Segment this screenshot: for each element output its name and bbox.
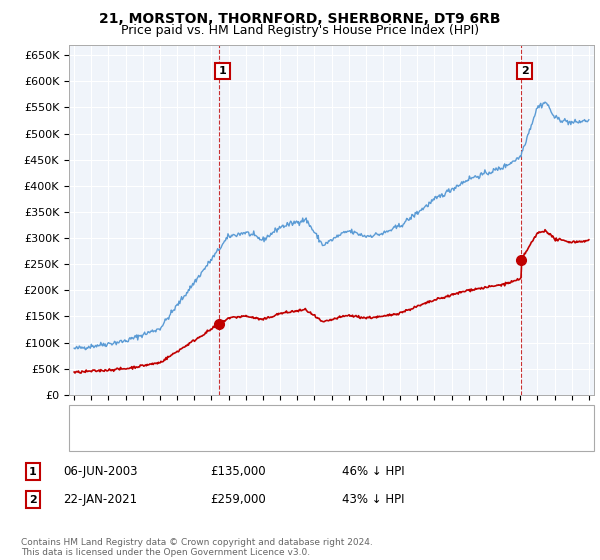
Text: 2: 2 [521, 66, 529, 76]
Text: 46% ↓ HPI: 46% ↓ HPI [342, 465, 404, 478]
Text: £135,000: £135,000 [210, 465, 266, 478]
Text: ─────: ───── [81, 433, 119, 446]
Text: 2: 2 [29, 494, 37, 505]
Text: 1: 1 [29, 466, 37, 477]
Text: 43% ↓ HPI: 43% ↓ HPI [342, 493, 404, 506]
Text: £259,000: £259,000 [210, 493, 266, 506]
Text: HPI: Average price, detached house, Dorset: HPI: Average price, detached house, Dors… [120, 435, 347, 444]
Text: 1: 1 [218, 66, 226, 76]
Text: 22-JAN-2021: 22-JAN-2021 [63, 493, 137, 506]
Text: 06-JUN-2003: 06-JUN-2003 [63, 465, 137, 478]
Text: Contains HM Land Registry data © Crown copyright and database right 2024.
This d: Contains HM Land Registry data © Crown c… [21, 538, 373, 557]
Text: 21, MORSTON, THORNFORD, SHERBORNE, DT9 6RB: 21, MORSTON, THORNFORD, SHERBORNE, DT9 6… [99, 12, 501, 26]
Text: ─────: ───── [81, 411, 119, 424]
Text: 21, MORSTON, THORNFORD, SHERBORNE, DT9 6RB (detached house): 21, MORSTON, THORNFORD, SHERBORNE, DT9 6… [120, 413, 484, 423]
Text: Price paid vs. HM Land Registry's House Price Index (HPI): Price paid vs. HM Land Registry's House … [121, 24, 479, 36]
